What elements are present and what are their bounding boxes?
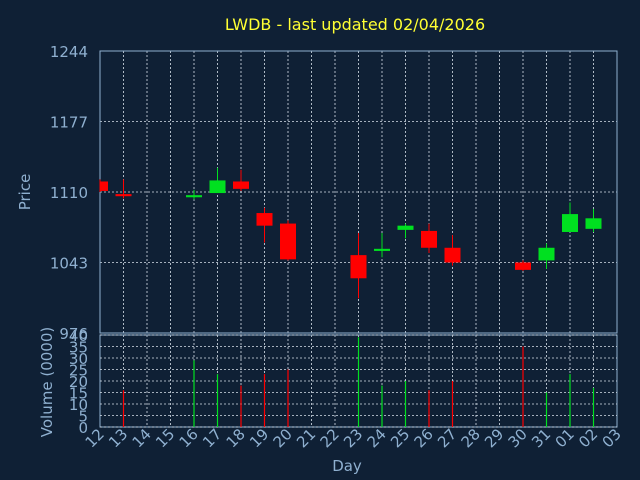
volume-tick-label: 15 <box>69 385 88 403</box>
candle-17 <box>209 167 226 194</box>
candle-20 <box>280 220 296 261</box>
volume-tick-label: 40 <box>69 327 88 345</box>
price-axis-label: Price <box>16 174 34 211</box>
price-tick-label: 976 <box>59 325 88 343</box>
candle-body <box>350 255 367 279</box>
price-tick-label: 1177 <box>50 114 88 132</box>
volume-tick-label: 0 <box>78 419 88 437</box>
candle-25 <box>397 223 414 239</box>
chart-title: LWDB - last updated 02/04/2026 <box>225 15 485 34</box>
candle-24 <box>374 233 390 258</box>
candle-body <box>374 248 390 251</box>
price-tick-label: 1110 <box>50 184 88 202</box>
candle-body <box>280 223 296 260</box>
candle-body <box>585 218 602 229</box>
candle-26 <box>421 223 437 254</box>
x-axis-label: Day <box>332 457 362 475</box>
candle-12 <box>99 179 108 192</box>
volume-tick-label: 20 <box>69 373 88 391</box>
candle-16 <box>186 189 202 200</box>
candle-31 <box>538 243 555 269</box>
volume-tick-label: 30 <box>69 350 88 368</box>
candle-19 <box>256 207 273 243</box>
candle-body <box>209 180 226 194</box>
volume-tick-label: 25 <box>69 362 88 380</box>
candle-01 <box>562 202 578 232</box>
candle-body <box>538 247 555 261</box>
volume-tick-label: 35 <box>69 339 88 357</box>
candle-27 <box>444 235 461 266</box>
candle-body <box>444 247 461 263</box>
candle-body <box>186 195 202 198</box>
candle-body <box>100 181 108 191</box>
price-tick-label: 1043 <box>50 255 88 273</box>
x-axis: 1213141516171819202122232425262728293031… <box>82 425 625 451</box>
candle-23 <box>350 233 367 299</box>
volume-tick-label: 10 <box>69 396 88 414</box>
volume-tick-label: 5 <box>78 408 88 426</box>
candle-02 <box>585 208 602 232</box>
candle-18 <box>233 169 249 191</box>
candle-body <box>115 194 132 197</box>
price-panel: 1244 1177 1110 1043 976 <box>50 43 618 343</box>
price-tick-label: 1244 <box>50 43 88 61</box>
candle-body <box>233 181 249 189</box>
candle-body <box>421 230 437 248</box>
candle-body <box>515 262 531 270</box>
candle-30 <box>515 260 531 271</box>
candle-body <box>397 225 414 230</box>
candle-body <box>562 214 578 232</box>
candle-body <box>256 213 273 226</box>
candle-13 <box>115 179 132 199</box>
volume-axis-label: Volume (0000) <box>38 327 56 437</box>
